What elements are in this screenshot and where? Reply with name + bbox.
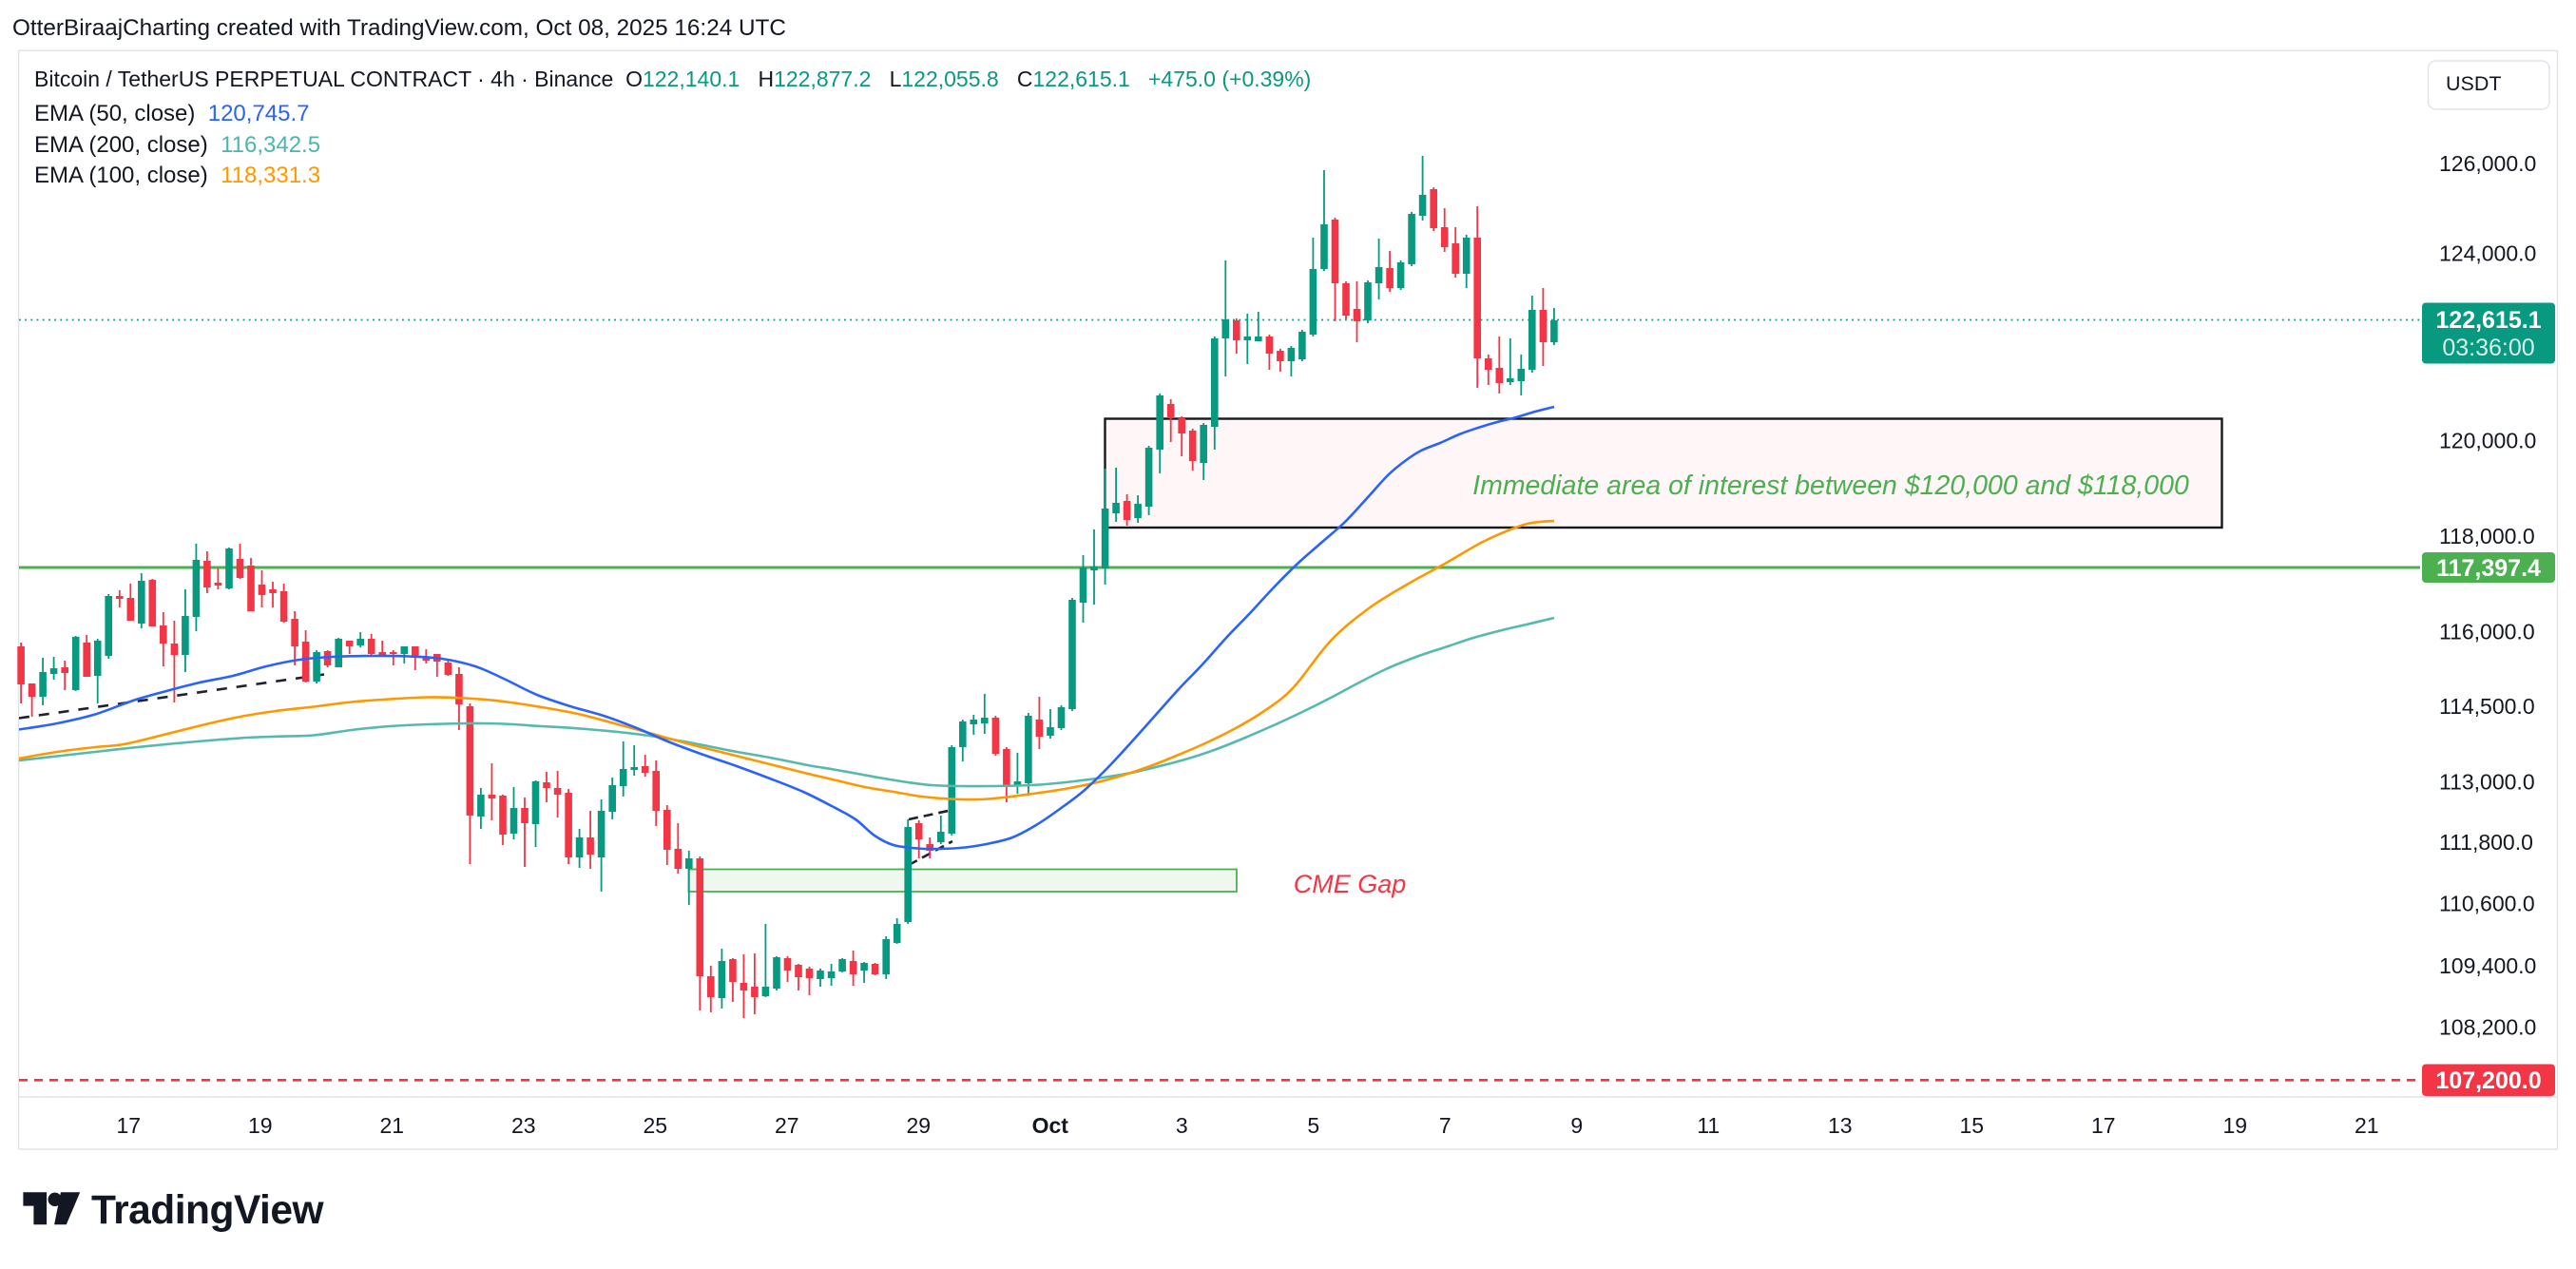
svg-text:17: 17 [2091, 1113, 2116, 1138]
svg-text:25: 25 [644, 1113, 668, 1138]
svg-text:110,600.0: 110,600.0 [2439, 891, 2535, 915]
svg-text:EMA (200, close) 116,342.5: EMA (200, close) 116,342.5 [34, 132, 320, 158]
svg-text:117,397.4: 117,397.4 [2436, 555, 2541, 582]
svg-text:21: 21 [2355, 1113, 2379, 1138]
svg-text:27: 27 [775, 1113, 799, 1138]
svg-text:17: 17 [117, 1113, 142, 1138]
svg-text:USDT: USDT [2446, 72, 2502, 95]
svg-text:11: 11 [1697, 1113, 1720, 1138]
svg-text:CME Gap: CME Gap [1294, 870, 1407, 898]
svg-text:113,000.0: 113,000.0 [2439, 770, 2535, 795]
svg-text:9: 9 [1570, 1113, 1583, 1138]
svg-text:5: 5 [1307, 1113, 1319, 1138]
svg-text:126,000.0: 126,000.0 [2439, 151, 2536, 176]
svg-text:107,200.0: 107,200.0 [2435, 1067, 2541, 1094]
svg-text:OtterBiraajCharting created wi: OtterBiraajCharting created with Trading… [12, 15, 786, 41]
svg-text:120,000.0: 120,000.0 [2439, 429, 2536, 453]
svg-text:EMA (50, close) 120,745.7: EMA (50, close) 120,745.7 [34, 101, 310, 126]
svg-text:7: 7 [1439, 1113, 1451, 1138]
svg-text:114,500.0: 114,500.0 [2439, 694, 2535, 719]
svg-text:109,400.0: 109,400.0 [2439, 953, 2536, 978]
svg-text:118,000.0: 118,000.0 [2439, 524, 2535, 548]
svg-text:3: 3 [1176, 1113, 1188, 1138]
svg-text:19: 19 [248, 1113, 273, 1138]
svg-text:116,000.0: 116,000.0 [2439, 620, 2535, 644]
svg-text:29: 29 [907, 1113, 932, 1138]
svg-text:13: 13 [1828, 1113, 1853, 1138]
svg-text:21: 21 [380, 1113, 405, 1138]
svg-text:EMA (100, close) 118,331.3: EMA (100, close) 118,331.3 [34, 163, 320, 188]
svg-text:122,615.1: 122,615.1 [2435, 307, 2541, 334]
svg-text:03:36:00: 03:36:00 [2442, 335, 2534, 361]
svg-text:TradingView: TradingView [91, 1188, 325, 1233]
svg-text:124,000.0: 124,000.0 [2439, 241, 2536, 266]
svg-text:111,800.0: 111,800.0 [2439, 830, 2533, 855]
svg-text:Immediate area of interest bet: Immediate area of interest between $120,… [1472, 471, 2189, 501]
svg-text:23: 23 [511, 1113, 536, 1138]
svg-text:Oct: Oct [1032, 1113, 1069, 1138]
svg-text:19: 19 [2223, 1113, 2248, 1138]
svg-text:Bitcoin / TetherUS PERPETUAL C: Bitcoin / TetherUS PERPETUAL CONTRACT · … [34, 67, 1311, 91]
svg-text:108,200.0: 108,200.0 [2439, 1015, 2536, 1040]
svg-text:15: 15 [1960, 1113, 1985, 1138]
